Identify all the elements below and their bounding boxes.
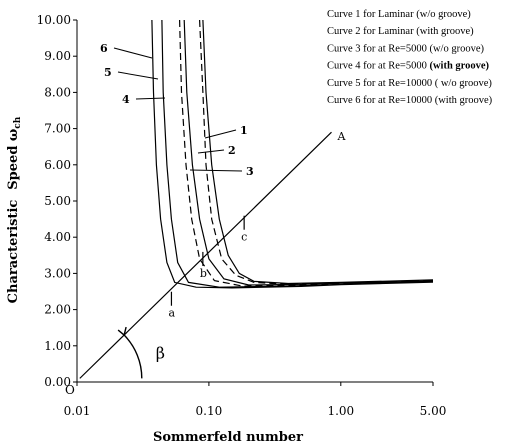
curve-number-1: 1 <box>240 124 248 137</box>
legend-entry: Curve 5 for at Re=10000 ( w/o groove) <box>327 78 492 89</box>
curve-number-4: 4 <box>122 93 130 106</box>
legend-entry: Curve 1 for Laminar (w/o groove) <box>327 9 471 20</box>
y-axis-title: CharacteristicSpeed ωch <box>6 116 23 303</box>
curve-leader-2 <box>197 149 225 154</box>
reference-line-group: Aβ O <box>65 130 346 397</box>
y-tick-label: 9.00 <box>44 49 71 63</box>
curve-leader-5 <box>117 71 159 80</box>
angle-arrowhead <box>117 326 127 336</box>
curve-number-5: 5 <box>104 66 112 79</box>
curve-leader-4 <box>135 97 166 100</box>
series-curve-4 <box>179 19 434 287</box>
angle-arc <box>123 334 143 379</box>
x-tick-label: 5.00 <box>420 404 447 418</box>
y-tick-label: 8.00 <box>44 85 71 99</box>
legend: Curve 1 for Laminar (w/o groove) Curve 2 … <box>327 9 493 106</box>
x-axis-title: Sommerfeld number <box>153 430 303 445</box>
curve-leader-6 <box>113 47 153 59</box>
series-curve-1 <box>202 19 434 285</box>
curve-leader-3 <box>189 169 243 172</box>
legend-entry: Curve 6 for at Re=10000 (with groove) <box>327 95 493 106</box>
series-curve-3 <box>183 19 434 286</box>
y-tick-label: 3.00 <box>44 266 71 280</box>
x-tick-label: 0.10 <box>196 404 223 418</box>
y-tick-label: 2.00 <box>44 303 71 317</box>
y-tick-label: 5.00 <box>44 194 71 208</box>
annotations-group: 6 5 4 123 a b c <box>100 42 254 320</box>
x-tick-label: 1.00 <box>327 404 354 418</box>
y-tick-label: 10.00 <box>37 13 71 27</box>
x-tick-label: 0.01 <box>64 404 91 418</box>
curve-number-3: 3 <box>246 165 254 178</box>
legend-entry: Curve 4 for at Re=5000 (with groove) <box>327 61 490 72</box>
legend-entry: Curve 3 for at Re=5000 (w/o groove) <box>327 43 484 54</box>
origin-label: O <box>65 383 75 397</box>
y-tick-label: 6.00 <box>44 158 71 172</box>
series-group <box>151 19 434 289</box>
point-label-a: a <box>168 307 175 320</box>
y-tick-label: 0.00 <box>44 375 71 389</box>
curve-leader-1 <box>204 129 237 139</box>
axes: 0.00 1.00 2.00 3.00 4.00 5.00 6.00 7.00 8.00 9.00… <box>37 13 447 418</box>
reference-line-a <box>79 131 332 379</box>
curve-number-2: 2 <box>228 144 236 157</box>
y-tick-label: 7.00 <box>44 122 71 136</box>
y-tick-label: 1.00 <box>44 339 71 353</box>
series-curve-6 <box>151 19 434 289</box>
angle-beta-label: β <box>156 343 165 362</box>
legend-entry: Curve 2 for Laminar (with groove) <box>327 26 474 37</box>
y-tick-label: 4.00 <box>44 230 71 244</box>
curve-number-6: 6 <box>100 42 108 55</box>
reference-line-label: A <box>336 130 346 143</box>
point-label-c: c <box>241 231 247 244</box>
point-label-b: b <box>200 267 207 280</box>
